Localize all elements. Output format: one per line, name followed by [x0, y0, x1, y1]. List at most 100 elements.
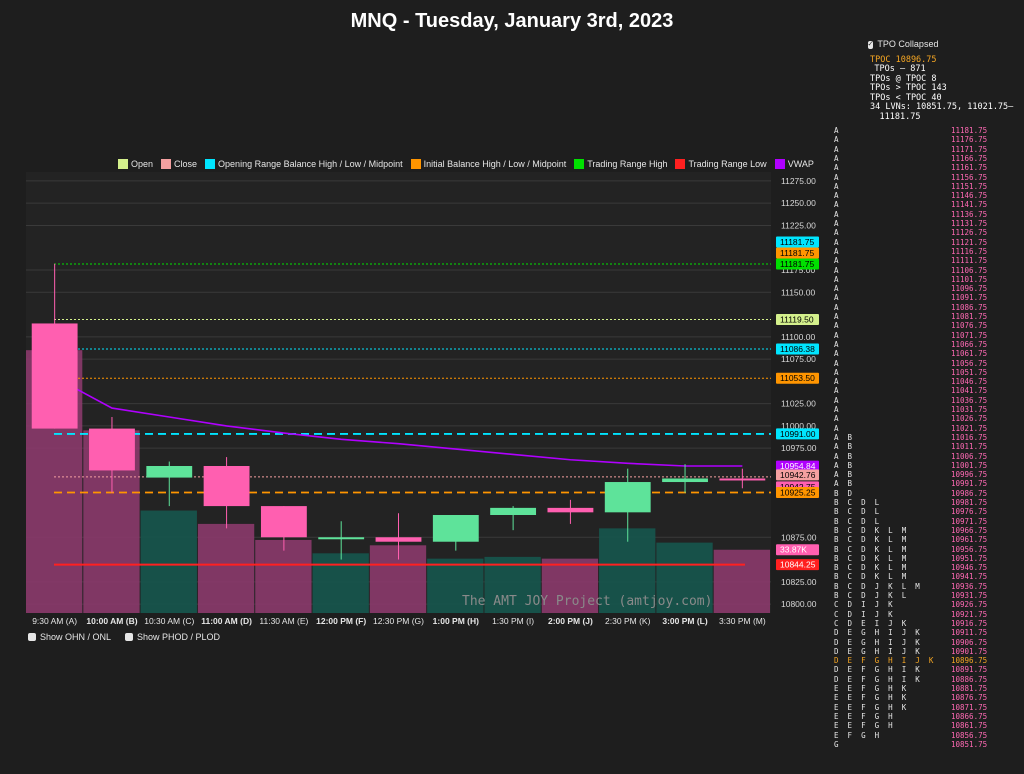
tpo-price: 11116.75 — [951, 246, 988, 256]
legend-item[interactable]: Trading Range High — [574, 159, 667, 169]
legend-label: Open — [131, 159, 154, 169]
tpo-price: 10996.75 — [951, 470, 988, 480]
tpo-letters: B D — [834, 488, 853, 498]
x-axis-label: 2:30 PM (K) — [605, 616, 651, 626]
tpo-letters: B C D K L M — [834, 572, 907, 582]
tpo-price: 10951.75 — [951, 553, 988, 563]
candle-body — [432, 515, 479, 542]
volume-bar — [312, 553, 369, 613]
legend-item[interactable]: Close — [161, 159, 197, 169]
tpo-price: 11076.75 — [951, 321, 988, 331]
tpo-letters: A — [834, 163, 839, 173]
tpo-letters: A — [834, 302, 839, 312]
tpo-letters: A — [834, 395, 839, 405]
tpo-letters: A — [834, 274, 839, 284]
tpo-letters: A — [834, 312, 839, 321]
tpo-price: 11126.75 — [951, 228, 988, 238]
legend-item[interactable]: VWAP — [774, 159, 814, 169]
tpo-price: 11176.75 — [951, 135, 988, 145]
candle-body — [719, 478, 766, 481]
x-axis-label: 10:00 AM (B) — [86, 616, 137, 626]
tpo-collapsed-toggle[interactable]: ✓ TPO Collapsed — [867, 39, 938, 50]
tpo-price: 11041.75 — [951, 386, 988, 396]
tpo-letters: C D I J K — [834, 600, 893, 610]
legend-item[interactable]: Trading Range Low — [675, 159, 767, 169]
tpo-price: 11021.75 — [951, 423, 988, 433]
volume-bar — [656, 542, 713, 613]
tpo-letters: E F G H — [834, 730, 880, 740]
candle-body — [260, 506, 307, 538]
tpo-price: 10916.75 — [951, 618, 988, 628]
x-axis-label: 12:00 PM (F) — [316, 616, 366, 626]
show-ohn-toggle[interactable]: Show OHN / ONL — [28, 632, 111, 642]
tpo-price: 11151.75 — [951, 181, 988, 191]
y-tick-label: 11075.00 — [781, 354, 816, 364]
legend-swatch — [410, 159, 421, 169]
x-axis-labels: 9:30 AM (A) 10:00 AM (B) 10:30 AM (C) 11:00… — [32, 616, 766, 626]
y-tick-label: 10825.00 — [781, 577, 817, 587]
tpo-letters: C D I J K — [834, 609, 893, 619]
tpo-letters: A B — [834, 451, 853, 461]
tpo-letters: A B — [834, 442, 853, 452]
tpo-letters: B C D K L M — [834, 525, 907, 535]
price-label-box — [776, 343, 819, 355]
legend-item[interactable]: Initial Balance High / Low / Midpoint — [410, 159, 566, 169]
tpos-at-tpoc: TPOs @ TPOC 8 — [870, 73, 937, 84]
tpo-letters: A — [834, 191, 839, 201]
tpo-letters: C D E I J K — [834, 618, 907, 628]
tpo-price: 10881.75 — [951, 684, 988, 693]
tpo-price: 11036.75 — [951, 395, 988, 405]
tpo-letters: A — [834, 330, 839, 340]
legend-item[interactable]: Open — [118, 159, 153, 169]
price-label-box — [776, 247, 819, 259]
tpo-letters: A — [834, 135, 839, 145]
chart-title: MNQ - Tuesday, January 3rd, 2023 — [350, 10, 674, 32]
legend-swatch — [574, 159, 585, 169]
tpo-letters: D E F G H I K — [834, 665, 920, 675]
checkbox-icon[interactable] — [28, 633, 36, 641]
tpo-letters: A — [834, 256, 839, 266]
legend-item[interactable]: Opening Range Balance High / Low / Midpo… — [205, 159, 403, 169]
watermark: The AMT JOY Project (amtjoy.com) — [462, 594, 712, 609]
tpo-letters: E E F G H K — [834, 702, 907, 712]
tpo-letters: A — [834, 237, 839, 247]
candle-body — [547, 507, 594, 513]
price-label-box — [776, 544, 819, 556]
price-label-text: 10991.00 — [780, 429, 816, 439]
tpo-price: 10991.75 — [951, 479, 988, 489]
x-axis-label: 9:30 AM (A) — [32, 616, 77, 626]
tpo-price: 10876.75 — [951, 693, 988, 703]
tpo-letters: B C D J K L — [834, 591, 907, 600]
tpo-price: 10981.75 — [951, 498, 988, 507]
tpo-count: TPOs – 871 — [874, 64, 926, 74]
tpo-price: 11091.75 — [951, 293, 988, 303]
tpo-letters: G — [834, 739, 839, 749]
tpo-price: 10871.75 — [951, 702, 988, 712]
tpo-letters: A — [834, 172, 839, 182]
tpoc-value: TPOC 10896.75 — [870, 54, 937, 65]
tpo-price: 10911.75 — [951, 628, 988, 638]
x-axis-label: 3:30 PM (M) — [719, 616, 766, 626]
legend-swatch — [675, 159, 686, 169]
show-phod-toggle[interactable]: Show PHOD / PLOD — [125, 632, 220, 642]
tpo-price: 10926.75 — [951, 600, 988, 610]
candle-body — [203, 466, 250, 507]
tpo-price: 10946.75 — [951, 563, 988, 573]
candle-body — [604, 482, 651, 513]
x-axis-label: 2:00 PM (J) — [548, 616, 593, 626]
tpo-letters: A — [834, 200, 839, 210]
tpo-price: 10956.75 — [951, 544, 988, 554]
tpo-letters: A B — [834, 460, 853, 470]
price-label-box — [776, 372, 819, 384]
vwap-line — [53, 376, 743, 467]
checkbox-icon[interactable] — [125, 633, 134, 641]
toggle-row: Show OHN / ONL Show PHOD / PLOD — [28, 632, 220, 642]
checked-checkbox-icon[interactable]: ✓ — [867, 40, 874, 49]
price-label-box — [776, 469, 819, 481]
lvns-line-2: 11181.75 — [879, 111, 921, 122]
tpo-price: 10891.75 — [951, 665, 988, 675]
tpo-letters: A — [834, 144, 839, 154]
tpo-letters: B C D L — [834, 516, 880, 526]
tpo-letters: B C D L — [834, 498, 880, 507]
tpo-letters: B C D K L M — [834, 553, 907, 563]
